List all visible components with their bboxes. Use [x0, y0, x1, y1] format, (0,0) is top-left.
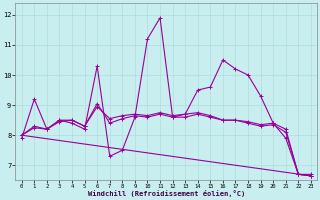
- X-axis label: Windchill (Refroidissement éolien,°C): Windchill (Refroidissement éolien,°C): [88, 190, 245, 197]
